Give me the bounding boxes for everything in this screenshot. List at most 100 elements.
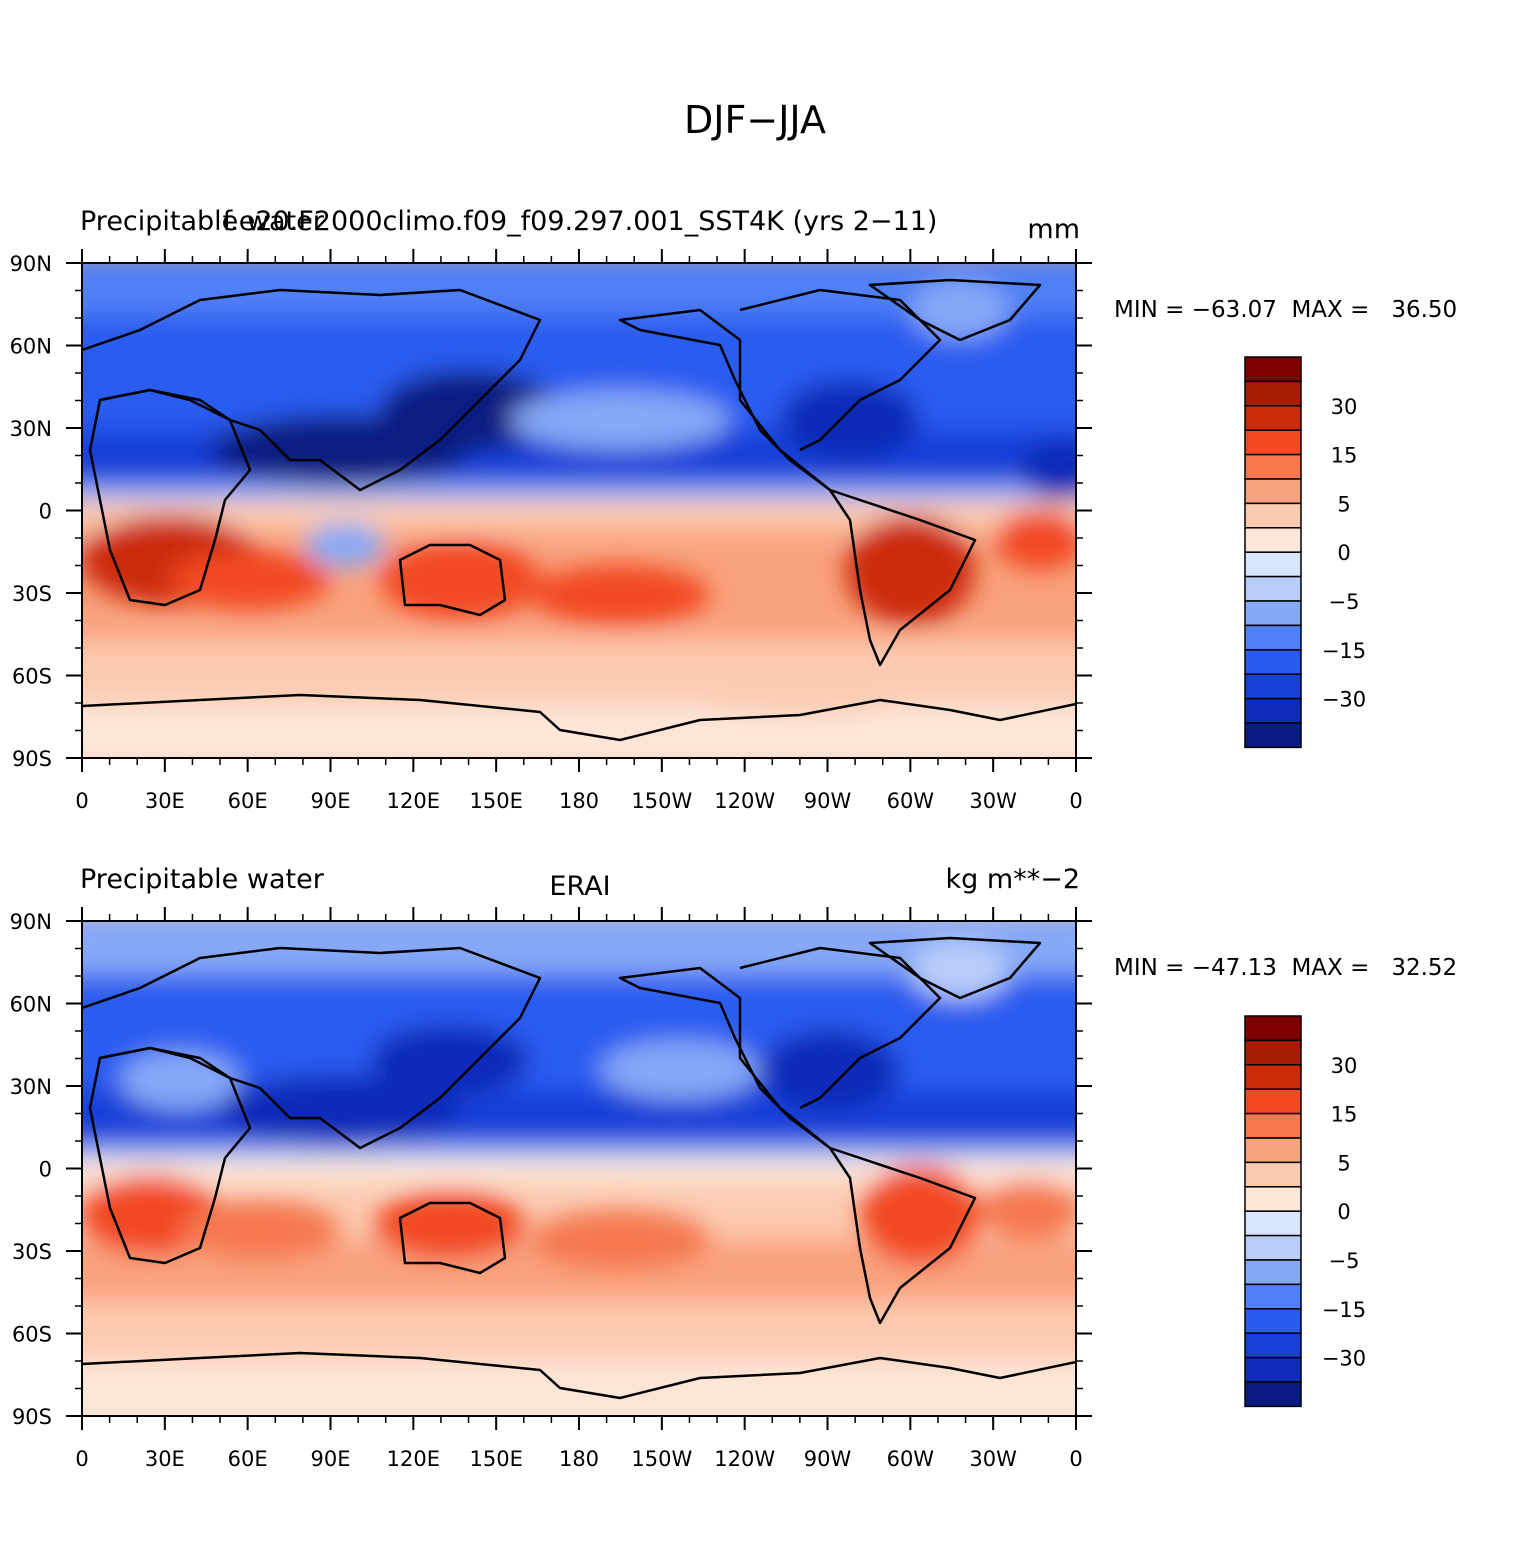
colorbar-swatch xyxy=(1244,697,1302,724)
colorbar-label: 0 xyxy=(1337,541,1350,565)
coastlines-bottom xyxy=(82,936,1076,1400)
lon-tick-label: 60W xyxy=(887,789,935,813)
lon-tick-label: 120E xyxy=(387,1447,440,1471)
coast-north-america-east xyxy=(739,288,942,452)
colorbar-bottom: 30 15 5 0 −5 −15 −30 xyxy=(1244,1015,1366,1408)
coastlines-top xyxy=(82,278,1076,742)
field-top xyxy=(82,263,1076,758)
colorbar-swatch xyxy=(1244,1112,1302,1139)
lat-tick-label: 0 xyxy=(39,1158,52,1182)
panel-top-min-max: MIN = −63.07 MAX = 36.50 xyxy=(1114,297,1457,323)
colorbar-swatch xyxy=(1244,722,1302,749)
lat-tick-label: 30S xyxy=(12,1240,52,1264)
field-core-south-america-b xyxy=(860,1165,980,1265)
lon-tick-label: 150E xyxy=(469,1447,522,1471)
field-band-south-cap-b xyxy=(82,1360,1076,1416)
lon-tick-label: 180 xyxy=(559,789,599,813)
lon-tick-label: 30E xyxy=(145,789,185,813)
colorbar-swatch xyxy=(1244,405,1302,431)
colorbar-label: 5 xyxy=(1337,1151,1350,1175)
colorbar-label: 15 xyxy=(1331,1103,1358,1127)
colorbar-swatch xyxy=(1244,1332,1302,1359)
lat-tick-label: 30N xyxy=(10,1075,52,1099)
field-greenland xyxy=(910,280,1010,340)
field-pacific-light-b xyxy=(600,1040,760,1100)
lat-tick-label: 60S xyxy=(12,665,52,689)
field-core-south-atlantic-b xyxy=(980,1180,1076,1240)
panel-top-units: mm xyxy=(1027,214,1080,245)
coast-antarctica xyxy=(82,693,1076,742)
lon-tick-label: 150W xyxy=(631,789,692,813)
colorbar-label: −15 xyxy=(1322,639,1366,663)
axes-bottom: 0 30E 60E 90E 120E 150E 180 150W 120W 90W 60W 30W 09… xyxy=(10,907,1092,1471)
field-band-south-cap xyxy=(82,700,1076,758)
colorbar-label: −5 xyxy=(1329,1249,1360,1273)
coast-eurasia-b xyxy=(82,946,542,1150)
coast-americas xyxy=(618,308,977,667)
field-sahara-b xyxy=(120,1050,240,1110)
colorbar-swatch xyxy=(1244,1234,1302,1261)
colorbar-swatch xyxy=(1244,575,1302,602)
field-greenland-b xyxy=(910,940,1010,1000)
field-core-nw-pacific-b xyxy=(370,1025,530,1095)
lon-tick-label: 30W xyxy=(969,789,1017,813)
lat-tick-label: 30N xyxy=(10,417,52,441)
colorbar-swatch xyxy=(1244,429,1302,456)
colorbar-swatch xyxy=(1244,453,1302,480)
field-indian-ocean-minus xyxy=(305,523,385,567)
field-core-north-america-b xyxy=(760,1030,900,1110)
colorbar-swatch xyxy=(1244,600,1302,627)
colorbar-swatch xyxy=(1244,478,1302,505)
colorbar-swatch xyxy=(1244,1161,1302,1188)
coast-americas-b xyxy=(618,966,977,1325)
panel-top: 0 30E 60E 90E 120E 150E 180 150W 120W 90W 60W 30W 09… xyxy=(10,206,1458,813)
colorbar-swatch xyxy=(1244,1308,1302,1334)
figure-title: DJF−JJA xyxy=(684,98,826,142)
colorbar-label: −30 xyxy=(1322,688,1366,712)
panel-bottom-units: kg m**−2 xyxy=(946,864,1080,895)
colorbar-top: 30 15 5 0 −5 −15 −30 xyxy=(1244,356,1366,749)
colorbar-label: 5 xyxy=(1337,492,1350,516)
lon-tick-label: 150E xyxy=(469,789,522,813)
colorbar-swatch xyxy=(1244,1088,1302,1115)
field-bottom xyxy=(82,921,1076,1416)
lon-tick-label: 30W xyxy=(969,1447,1017,1471)
colorbar-swatch xyxy=(1244,1283,1302,1310)
colorbar-swatch xyxy=(1244,624,1302,651)
field-core-south-atlantic xyxy=(995,510,1076,570)
lon-tick-label: 90E xyxy=(311,1447,351,1471)
colorbar-swatch xyxy=(1244,1064,1302,1090)
lon-tick-label: 90W xyxy=(804,1447,852,1471)
colorbar-swatch xyxy=(1244,356,1302,383)
coast-greenland-b xyxy=(868,936,1042,1000)
colorbar-swatch xyxy=(1244,527,1302,553)
field-band-north-mid-b xyxy=(82,975,1076,1095)
colorbar-swatch xyxy=(1244,1259,1302,1286)
lon-tick-label: 0 xyxy=(75,789,88,813)
colorbar-swatch xyxy=(1244,1381,1302,1408)
colorbar-swatch xyxy=(1244,1137,1302,1164)
lat-tick-label: 60S xyxy=(12,1323,52,1347)
coast-australia-b xyxy=(398,1201,507,1275)
field-core-south-pacific xyxy=(530,565,710,625)
panel-bottom-left-title: Precipitable water xyxy=(80,864,325,895)
field-blobs-bottom xyxy=(82,921,1076,1416)
coast-africa-b xyxy=(88,1046,252,1265)
panel-bottom-min-max: MIN = −47.13 MAX = 32.52 xyxy=(1114,955,1457,981)
lon-tick-label: 120W xyxy=(714,1447,775,1471)
lon-tick-label: 60E xyxy=(228,789,268,813)
lon-tick-label: 0 xyxy=(1069,789,1082,813)
colorbar-label: 0 xyxy=(1337,1200,1350,1224)
coast-antarctica-b xyxy=(82,1351,1076,1400)
panel-top-center-title: f.e20.F2000climo.f09_f09.297.001_SST4K (… xyxy=(223,206,938,237)
field-core-atlantic xyxy=(1020,440,1076,500)
lat-tick-label: 90N xyxy=(10,252,52,276)
lat-tick-label: 60N xyxy=(10,993,52,1017)
field-core-north-america xyxy=(780,380,920,460)
lon-tick-label: 90W xyxy=(804,789,852,813)
lat-tick-label: 30S xyxy=(12,582,52,606)
lon-tick-label: 60W xyxy=(887,1447,935,1471)
axes-top: 0 30E 60E 90E 120E 150E 180 150W 120W 90W 60W 30W 09… xyxy=(10,249,1092,813)
colorbar-label: 15 xyxy=(1331,444,1358,468)
